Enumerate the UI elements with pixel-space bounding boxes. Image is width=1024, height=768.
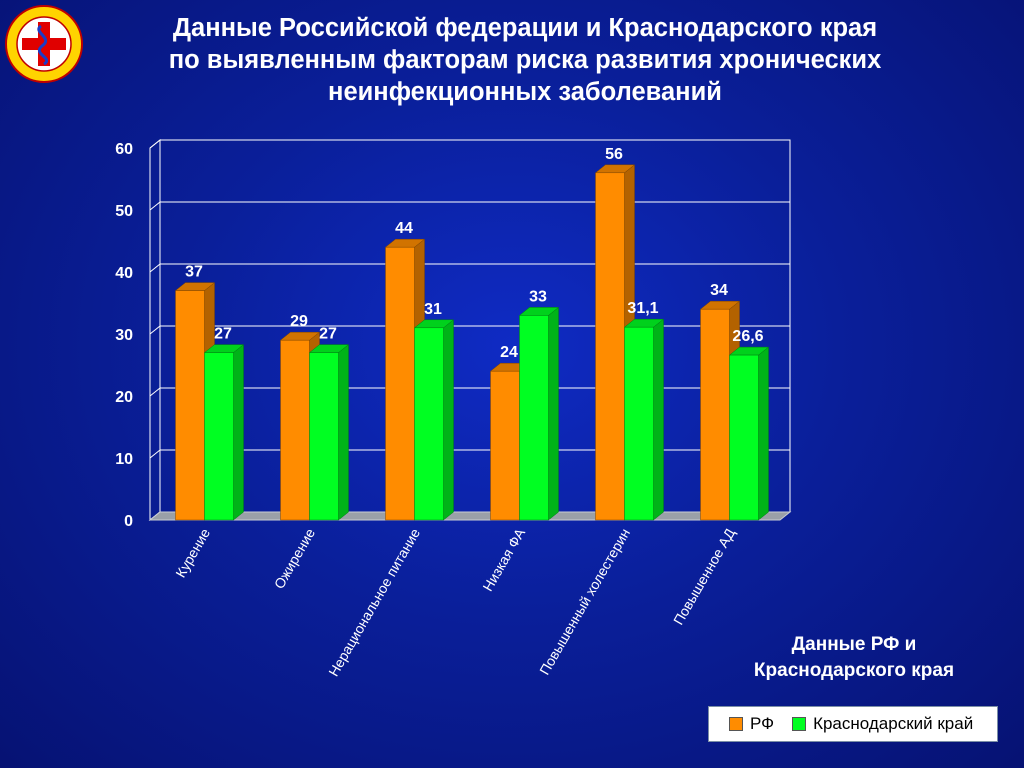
data-label-region: 33 bbox=[529, 288, 547, 305]
gridline-side bbox=[149, 449, 161, 459]
y-tick-label: 40 bbox=[115, 265, 133, 282]
gridline-side bbox=[149, 263, 161, 273]
x-tick-label: Повышенный холестерин bbox=[536, 526, 633, 678]
bar-rf bbox=[280, 339, 310, 521]
y-tick-label: 30 bbox=[115, 327, 133, 344]
bar-side-region bbox=[653, 318, 664, 521]
data-label-rf: 37 bbox=[185, 264, 203, 281]
x-tick-label: Курение bbox=[172, 525, 213, 580]
caption-line-2: Краснодарского края bbox=[753, 660, 955, 681]
bar-side-region bbox=[758, 346, 769, 521]
bar-rf bbox=[700, 308, 730, 521]
bar-rf bbox=[385, 246, 415, 521]
logo-emblem bbox=[5, 5, 83, 83]
bar-rf bbox=[595, 172, 625, 521]
legend-label-rf: РФ bbox=[750, 714, 775, 733]
plot-floor bbox=[148, 511, 792, 521]
x-tick-label: Нерациональное питание bbox=[325, 525, 423, 679]
y-tick-label: 50 bbox=[115, 203, 133, 220]
chart-caption: Данные РФ и Краснодарского края bbox=[724, 632, 984, 684]
bar-side-region bbox=[443, 319, 454, 521]
bar-region bbox=[624, 326, 654, 521]
data-label-region: 27 bbox=[214, 326, 232, 343]
data-label-rf: 44 bbox=[395, 220, 413, 237]
bar-rf bbox=[490, 370, 520, 521]
bar-rf bbox=[175, 290, 205, 521]
title-line-3: неинфекционных заболеваний bbox=[328, 78, 722, 106]
bar-region bbox=[309, 352, 339, 521]
bar-side-region bbox=[548, 306, 559, 521]
legend-label-region: Краснодарский край bbox=[813, 714, 974, 733]
page-title: Данные Российской федерации и Краснодарс… bbox=[100, 12, 950, 108]
bar-region bbox=[729, 354, 759, 521]
data-label-rf: 56 bbox=[605, 146, 623, 163]
data-label-region: 31,1 bbox=[627, 300, 658, 317]
data-label-region: 26,6 bbox=[732, 328, 763, 345]
chart-legend: РФ Краснодарский край bbox=[708, 706, 998, 742]
data-label-rf: 24 bbox=[500, 344, 518, 361]
legend-item-region: Краснодарский край bbox=[792, 714, 973, 734]
x-tick-label: Повышенное АД bbox=[670, 525, 738, 627]
y-tick-label: 60 bbox=[115, 141, 133, 158]
bar-region bbox=[204, 352, 234, 521]
x-tick-label: Ожирение bbox=[271, 525, 318, 591]
y-tick-label: 0 bbox=[124, 513, 133, 530]
title-line-1: Данные Российской федерации и Краснодарс… bbox=[172, 14, 878, 42]
x-tick-label: Низкая ФА bbox=[479, 525, 528, 594]
gridline-side bbox=[149, 325, 161, 335]
bar-side-region bbox=[233, 344, 244, 521]
legend-item-rf: РФ bbox=[729, 714, 774, 734]
legend-swatch-rf bbox=[729, 717, 743, 731]
data-label-region: 31 bbox=[424, 301, 442, 318]
data-label-region: 27 bbox=[319, 326, 337, 343]
title-line-2: по выявленным факторам риска развития хр… bbox=[168, 46, 882, 74]
bar-side-region bbox=[338, 344, 349, 521]
data-label-rf: 29 bbox=[290, 313, 308, 330]
y-tick-label: 20 bbox=[115, 389, 133, 406]
bar-region bbox=[519, 315, 549, 521]
gridline-side bbox=[149, 201, 161, 211]
y-tick-label: 10 bbox=[115, 451, 133, 468]
gridline-side bbox=[149, 387, 161, 397]
gridline-side bbox=[149, 139, 161, 149]
bar-region bbox=[414, 327, 444, 521]
data-label-rf: 34 bbox=[710, 282, 728, 299]
caption-line-1: Данные РФ и bbox=[791, 634, 917, 655]
legend-swatch-region bbox=[792, 717, 807, 731]
